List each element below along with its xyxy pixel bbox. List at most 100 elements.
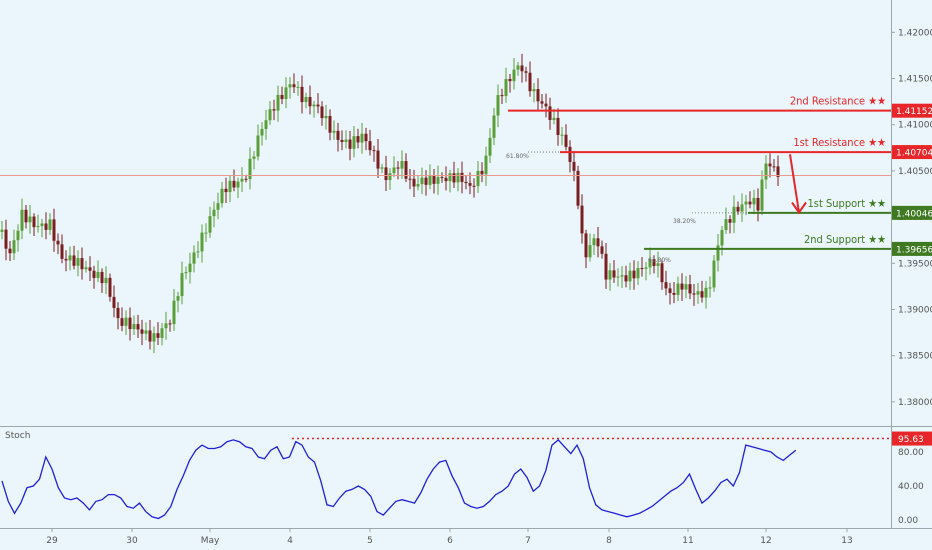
candle-body: [60, 244, 64, 259]
candle-body: [220, 188, 224, 204]
candle-body: [724, 219, 728, 231]
projection-arrow: [789, 154, 800, 213]
candle-body: [104, 277, 108, 284]
time-tick-label: 6: [447, 536, 453, 546]
candle-body: [264, 120, 268, 129]
candles-group: [0, 53, 780, 354]
candle-body: [96, 271, 100, 278]
price-tick-label: 1.40500: [898, 167, 932, 177]
candle-body: [176, 296, 180, 301]
candle-body: [360, 133, 364, 143]
projection-arrow-head: [791, 201, 807, 215]
candle-body: [304, 96, 308, 103]
candle-body: [232, 180, 236, 188]
candle-body: [320, 106, 324, 119]
level-price-badge-text: 1.41152: [896, 107, 932, 117]
candle-body: [88, 267, 92, 271]
candle-body: [52, 219, 56, 241]
candle-body: [332, 130, 336, 133]
candle-body: [484, 155, 488, 175]
time-tick-label: 7: [525, 536, 531, 546]
time-tick-label: May: [201, 536, 220, 546]
candle-body: [556, 117, 560, 135]
price-tick-label: 1.38500: [898, 352, 932, 362]
candle-body: [112, 296, 116, 308]
level-price-badge-text: 1.40704: [896, 149, 932, 159]
price-tick-label: 1.41000: [898, 121, 932, 131]
candle-body: [676, 283, 680, 295]
candle-body: [628, 270, 632, 282]
candle-body: [448, 173, 452, 182]
candle-body: [616, 276, 620, 278]
candle-body: [384, 167, 388, 181]
candle-body: [748, 201, 752, 205]
candle-body: [688, 284, 692, 294]
candle-body: [560, 134, 564, 136]
stoch-marker-badge-text: 95.63: [898, 435, 924, 445]
price-tick-label: 1.41500: [898, 75, 932, 85]
candle-body: [108, 277, 112, 297]
candle-body: [188, 263, 192, 273]
candle-body: [208, 216, 212, 233]
candle-body: [404, 161, 408, 179]
candle-body: [180, 273, 184, 297]
stoch-marker-badge: [892, 431, 932, 446]
candle-body: [716, 245, 720, 261]
candle-body: [736, 206, 740, 212]
candle-body: [388, 173, 392, 181]
candle-body: [592, 238, 596, 246]
candle-body: [732, 206, 736, 223]
stoch-tick-label: 0.00: [898, 516, 918, 526]
candle-body: [260, 128, 264, 136]
candle-body: [184, 272, 188, 274]
candle-body: [712, 260, 716, 288]
fib-label: 38.20%: [673, 218, 696, 225]
time-tick-label: 29: [46, 536, 58, 546]
candle-body: [380, 167, 384, 169]
candle-body: [620, 275, 624, 277]
candle-body: [288, 84, 292, 88]
candle-body: [488, 137, 492, 156]
candle-body: [168, 323, 172, 325]
candle-body: [216, 203, 220, 210]
candle-body: [164, 323, 168, 329]
candle-body: [704, 287, 708, 298]
stoch-line: [1, 439, 797, 520]
candle-body: [612, 270, 616, 278]
price-tick-label: 1.39000: [898, 306, 932, 316]
candle-body: [68, 255, 72, 261]
candle-body: [204, 232, 208, 234]
candle-body: [324, 115, 328, 119]
fib-label: 61.80%: [648, 257, 671, 264]
candle-body: [280, 94, 284, 100]
candle-body: [476, 170, 480, 187]
level-price-badge: [892, 145, 932, 160]
candle-body: [124, 317, 128, 326]
candle-body: [48, 219, 52, 230]
candle-body: [492, 115, 496, 138]
candle-body: [120, 318, 124, 326]
candle-body: [600, 246, 604, 254]
candle-body: [412, 178, 416, 187]
candle-body: [536, 89, 540, 102]
candle-body: [760, 179, 764, 211]
candle-body: [524, 71, 528, 73]
candle-body: [36, 226, 40, 228]
candle-body: [632, 270, 636, 279]
candle-body: [604, 253, 608, 280]
time-tick-label: 12: [760, 536, 771, 546]
candle-body: [588, 245, 592, 258]
candle-body: [80, 258, 84, 270]
level-price-badge: [892, 205, 932, 220]
candle-body: [684, 284, 688, 290]
candle-body: [700, 291, 704, 298]
candle-body: [596, 238, 600, 247]
candle-body: [764, 163, 768, 180]
candle-body: [516, 65, 520, 70]
price-tick-label: 1.38000: [898, 398, 932, 408]
candle-body: [156, 333, 160, 338]
candle-body: [76, 258, 80, 266]
candle-body: [276, 94, 280, 111]
candle-body: [24, 209, 28, 223]
